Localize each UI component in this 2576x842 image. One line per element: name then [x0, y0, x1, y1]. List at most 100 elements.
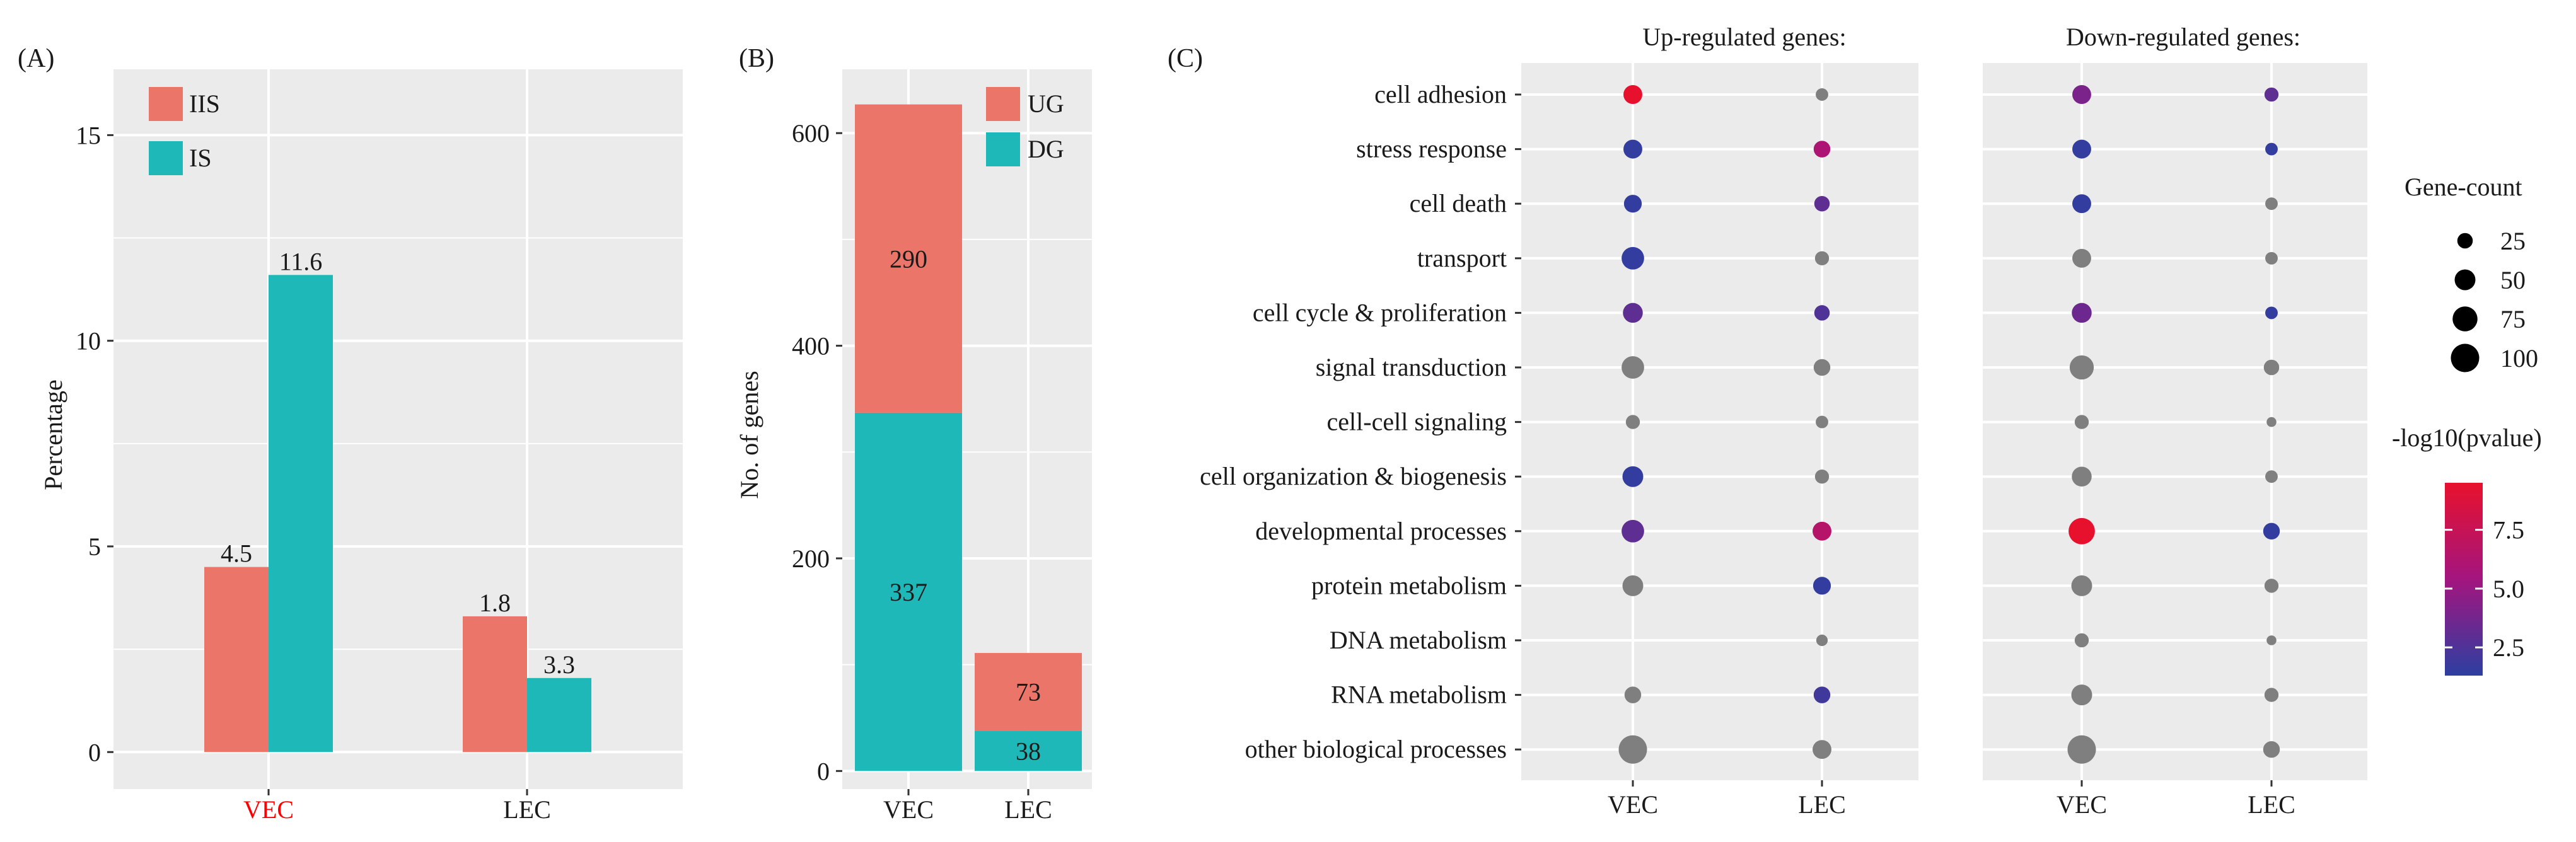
dot-down-vec: [2072, 194, 2091, 214]
dot-up-lec: [1813, 686, 1831, 703]
bar-value-label: 38: [1016, 737, 1041, 765]
dot-up-vec: [1623, 139, 1642, 159]
dot-up-lec: [1813, 740, 1831, 759]
bar-value-label: 1.8: [479, 589, 511, 617]
dot-up-lec: [1813, 359, 1831, 376]
dot-up-vec: [1624, 686, 1642, 703]
dot-down-vec: [2072, 248, 2091, 268]
bar-dg-lec: [975, 730, 1082, 771]
panel-b: (B) 0 200 400 600 337 290 38 73 VEC LEC No. of …: [735, 44, 1092, 824]
x-tick-label-vec: VEC: [1608, 790, 1658, 819]
panel-b-y-axis-title: No. of genes: [735, 371, 763, 499]
bar-ug-vec: [855, 104, 962, 413]
bar-dg-vec: [855, 412, 962, 771]
size-legend-label: 75: [2500, 305, 2526, 333]
color-legend-label: 5.0: [2493, 575, 2524, 603]
dot-down-lec: [2265, 470, 2278, 483]
size-legend-dot: [2451, 343, 2480, 372]
dot-down-vec: [2069, 355, 2094, 380]
y-tick-label: 600: [792, 119, 830, 147]
x-tick-label-vec: VEC: [883, 795, 934, 824]
bar-ug-lec: [975, 653, 1082, 731]
x-tick-label-lec: LEC: [1004, 795, 1052, 824]
dot-down-lec: [2265, 251, 2278, 265]
bar-iis-vec: [204, 567, 269, 753]
size-legend-label: 25: [2500, 227, 2526, 255]
legend-key-is: [149, 141, 183, 175]
dot-up-lec: [1814, 195, 1830, 212]
dot-down-vec: [2072, 85, 2091, 104]
bar-value-label: 73: [1016, 678, 1041, 706]
dot-up-lec: [1816, 415, 1828, 429]
dot-up-lec: [1813, 577, 1831, 595]
x-tick-label-lec: LEC: [503, 795, 551, 824]
dot-down-lec: [2265, 197, 2278, 211]
category-label: cell-cell signaling: [1327, 408, 1507, 436]
dot-up-lec: [1814, 470, 1830, 484]
y-tick-label: 10: [76, 327, 101, 355]
color-legend-title: -log10(pvalue): [2392, 424, 2542, 452]
x-tick-label-vec: VEC: [2057, 790, 2107, 819]
bar-value-label: 11.6: [279, 247, 323, 275]
category-label: transport: [1417, 244, 1507, 272]
legend-key-ug: [986, 87, 1020, 121]
dot-down-lec: [2264, 87, 2279, 102]
dot-up-lec: [1814, 305, 1830, 321]
x-tick-label-vec: VEC: [243, 795, 294, 824]
category-label: cell organization & biogenesis: [1200, 462, 1507, 490]
dot-down-vec: [2074, 633, 2089, 648]
y-tick-label: 15: [76, 121, 101, 149]
x-tick-label-lec: LEC: [1798, 790, 1846, 819]
panel-a-plot-bg: [113, 69, 683, 789]
dot-up-vec: [1622, 356, 1644, 379]
dot-down-lec: [2263, 359, 2280, 376]
size-legend-dot: [2452, 306, 2478, 332]
dot-up-vec: [1623, 195, 1642, 213]
dot-down-lec: [2263, 522, 2280, 540]
category-label: developmental processes: [1255, 517, 1507, 545]
bar-value-label: 337: [890, 578, 927, 606]
dot-up-lec: [1813, 141, 1831, 158]
color-legend-label: 7.5: [2493, 516, 2524, 545]
category-label: cell adhesion: [1374, 80, 1507, 108]
dot-up-lec: [1814, 251, 1830, 265]
dot-down-lec: [2266, 635, 2277, 645]
size-legend-label: 100: [2500, 344, 2538, 372]
dot-up-lec: [1816, 634, 1828, 647]
bar-is-lec: [527, 678, 591, 753]
panel-a-label: (A): [18, 44, 54, 73]
panel-a: (A) 0 5 10 15 4.5 11.6 1.8 3.3 VEC LEC Percenta…: [18, 44, 683, 824]
category-label: signal transduction: [1316, 353, 1507, 381]
bar-value-label: 4.5: [221, 539, 252, 568]
dot-down-vec: [2067, 735, 2096, 764]
dot-up-lec: [1816, 88, 1828, 101]
dot-up-vec: [1623, 85, 1642, 104]
panel-a-y-axis-title: Percentage: [39, 379, 67, 490]
dot-up-vec: [1622, 246, 1644, 270]
category-label: protein metabolism: [1311, 571, 1507, 599]
dot-up-vec: [1622, 575, 1644, 596]
dot-down-vec: [2071, 684, 2092, 706]
color-legend-bar: [2445, 483, 2483, 676]
category-label: stress response: [1356, 135, 1507, 163]
legend-key-iis: [149, 87, 183, 121]
bar-is-vec: [269, 275, 333, 753]
dot-up-vec: [1623, 303, 1643, 323]
dot-down-lec: [2266, 417, 2277, 427]
legend-label-dg: DG: [1028, 135, 1064, 163]
size-legend-dot: [2454, 269, 2476, 291]
dot-up-vec: [1618, 735, 1647, 764]
facet-title-down: Down-regulated genes:: [2066, 23, 2300, 51]
legend-label-iis: IIS: [189, 89, 220, 118]
dot-up-vec: [1622, 466, 1644, 487]
panel-c: (C) Up-regulated genes: Down-regulated g…: [1168, 23, 2542, 819]
dot-down-lec: [2264, 688, 2279, 702]
color-legend-label: 2.5: [2493, 633, 2524, 662]
dot-down-lec: [2263, 741, 2280, 758]
category-label: cell cycle & proliferation: [1253, 298, 1507, 326]
bar-value-label: 3.3: [543, 650, 575, 679]
dot-up-vec: [1625, 415, 1640, 429]
x-tick-label-lec: LEC: [2248, 790, 2295, 819]
facet-title-up: Up-regulated genes:: [1642, 23, 1846, 51]
